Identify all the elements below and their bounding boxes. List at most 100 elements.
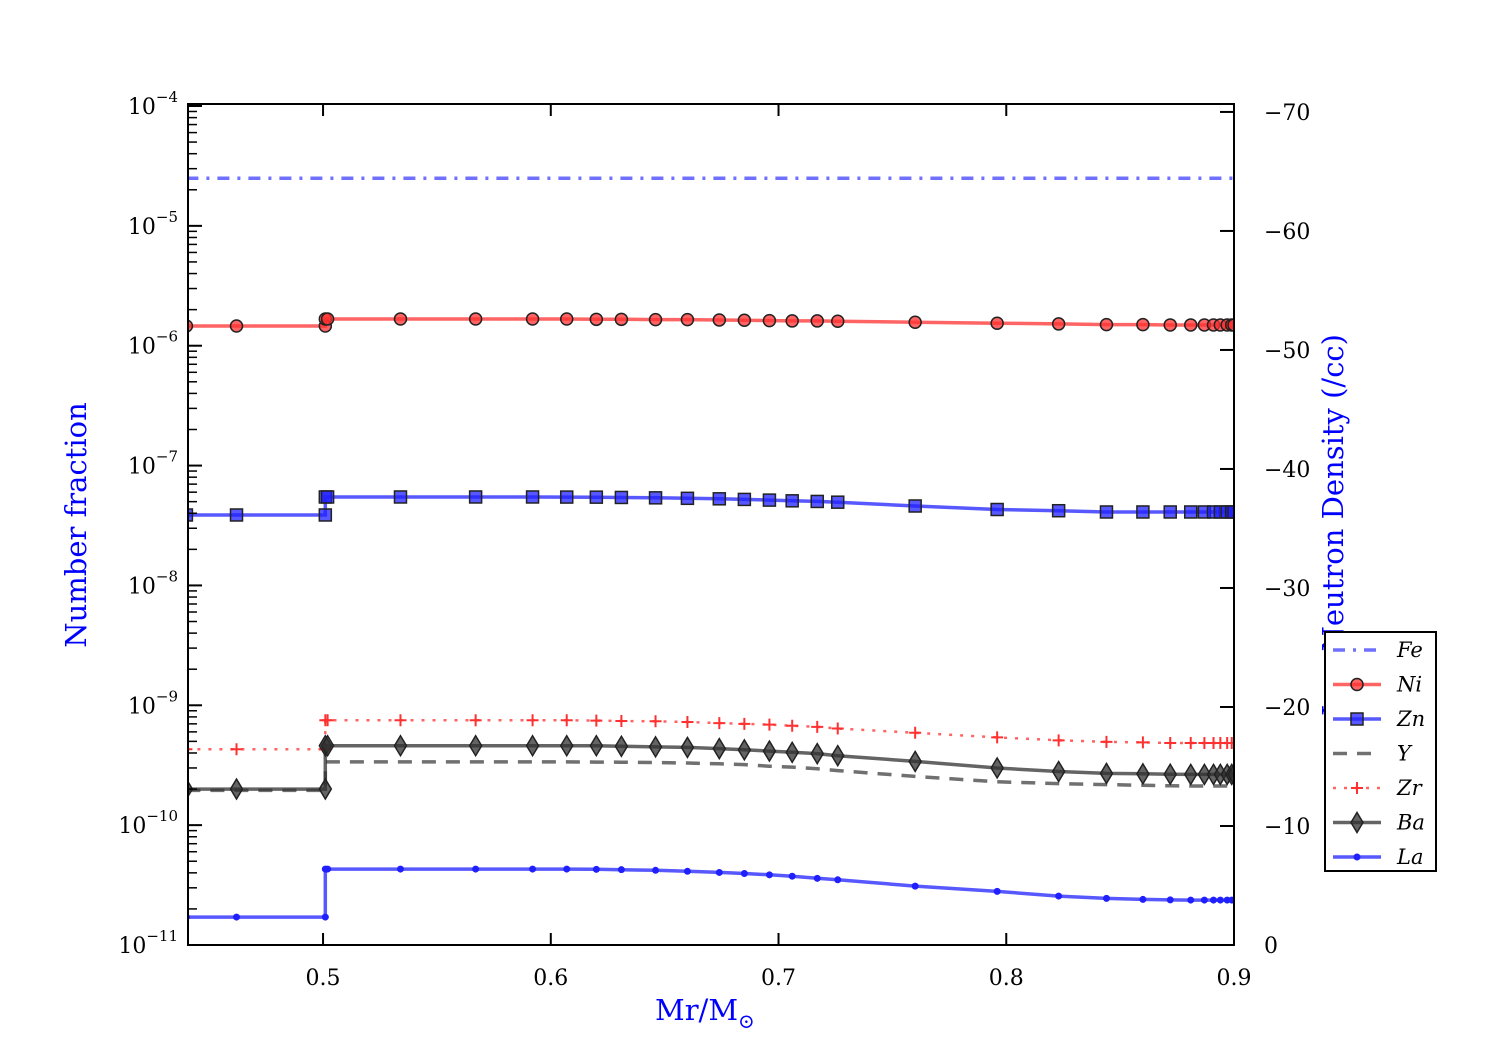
legend-marker bbox=[1351, 782, 1363, 794]
y-right-tick-label: −60 bbox=[1264, 220, 1310, 245]
plot-frame bbox=[187, 103, 1235, 946]
data-point-zn bbox=[785, 494, 799, 508]
data-point-ni bbox=[1136, 317, 1150, 332]
y-right-tick-label: −40 bbox=[1264, 458, 1310, 483]
data-point-ni bbox=[737, 313, 752, 328]
data-point-zr bbox=[615, 714, 628, 727]
data-point-ni bbox=[614, 312, 629, 327]
y-right-tick-label: −70 bbox=[1264, 101, 1310, 126]
data-point-zn bbox=[559, 490, 574, 504]
data-point-la bbox=[529, 865, 537, 873]
data-point-zn bbox=[762, 493, 777, 507]
data-point-zr bbox=[394, 714, 407, 727]
data-point-ba bbox=[468, 734, 483, 758]
data-point-la bbox=[652, 866, 660, 874]
data-point-la bbox=[813, 874, 821, 882]
data-point-ba bbox=[589, 734, 604, 758]
data-point-ni bbox=[990, 316, 1004, 330]
data-point-la bbox=[715, 868, 723, 876]
data-point-ba bbox=[762, 739, 777, 763]
y-tick-label: 10−11 bbox=[118, 927, 178, 959]
data-point-ba bbox=[318, 777, 333, 801]
data-point-zr bbox=[469, 714, 482, 727]
data-point-la bbox=[617, 866, 625, 874]
y-tick-label: 10−4 bbox=[128, 88, 178, 120]
x-tick-label: 0.5 bbox=[306, 966, 341, 991]
data-point-zr bbox=[590, 714, 603, 727]
data-point-la bbox=[740, 869, 748, 877]
legend-label: Ni bbox=[1396, 673, 1422, 697]
data-point-zn bbox=[188, 508, 194, 522]
data-point-ni bbox=[1163, 318, 1177, 332]
data-point-ni bbox=[1183, 318, 1198, 332]
data-point-zr bbox=[1184, 736, 1197, 749]
data-point-zr bbox=[811, 720, 824, 733]
data-point-ba bbox=[320, 734, 335, 758]
data-point-zn bbox=[648, 491, 663, 505]
series-zr bbox=[188, 714, 1234, 756]
data-point-ba bbox=[1099, 761, 1114, 785]
data-point-zr bbox=[1228, 736, 1234, 749]
data-point-zn bbox=[680, 491, 695, 506]
data-point-ba bbox=[680, 735, 695, 759]
data-point-ni bbox=[1227, 318, 1234, 332]
legend-label: Fe bbox=[1396, 638, 1423, 662]
series-line-ni bbox=[188, 317, 1234, 328]
legend-label: Ba bbox=[1396, 811, 1425, 835]
data-point-la bbox=[321, 913, 329, 921]
data-point-zn bbox=[990, 502, 1004, 517]
data-point-zn bbox=[589, 490, 604, 504]
data-point-la bbox=[788, 872, 796, 880]
data-point-zr bbox=[526, 714, 539, 727]
data-point-ni bbox=[1099, 317, 1114, 332]
y-right-tick-label: 0 bbox=[1264, 934, 1278, 959]
legend-label: La bbox=[1396, 845, 1423, 869]
data-point-ni bbox=[589, 312, 604, 327]
data-point-la bbox=[683, 867, 691, 875]
data-point-ba bbox=[614, 734, 629, 758]
data-point-la bbox=[592, 865, 600, 873]
x-tick-label: 0.7 bbox=[761, 966, 796, 991]
data-point-la bbox=[324, 865, 332, 873]
legend-item-zn: Zn bbox=[1333, 707, 1425, 731]
data-point-zn bbox=[229, 508, 244, 522]
data-point-la bbox=[911, 882, 919, 890]
legend-marker bbox=[1353, 853, 1361, 861]
data-point-ni bbox=[810, 314, 824, 328]
data-point-la bbox=[1210, 896, 1218, 904]
legend-marker bbox=[1350, 811, 1364, 834]
data-point-zn bbox=[1099, 505, 1114, 519]
x-tick-label: 0.6 bbox=[533, 966, 568, 991]
data-point-ba bbox=[785, 740, 800, 764]
series-line-y bbox=[188, 760, 1234, 793]
data-point-ba bbox=[1183, 762, 1198, 786]
series-la bbox=[188, 865, 1234, 921]
data-point-zr bbox=[321, 714, 334, 727]
series-zn bbox=[188, 490, 1234, 522]
y-right-tick-label: −10 bbox=[1264, 815, 1310, 840]
data-point-ni bbox=[680, 312, 695, 327]
data-point-zn bbox=[1227, 505, 1234, 519]
series-line-zn bbox=[188, 495, 1234, 517]
legend-label: Y bbox=[1397, 742, 1413, 766]
data-point-zn bbox=[468, 490, 483, 504]
legend: Fe Ni Zn Y Zr Ba La bbox=[1324, 631, 1437, 872]
data-point-ba bbox=[1051, 760, 1066, 784]
data-point-zr bbox=[560, 714, 573, 727]
data-point-zn bbox=[1183, 505, 1198, 519]
data-point-zn bbox=[830, 495, 845, 509]
y-tick-label: 10−9 bbox=[128, 687, 178, 719]
data-point-zr bbox=[188, 748, 193, 751]
data-point-ni bbox=[188, 319, 194, 333]
data-point-la bbox=[1200, 896, 1208, 904]
data-point-ba bbox=[737, 738, 752, 762]
data-point-ba bbox=[1197, 762, 1212, 786]
y-right-tick-label: −50 bbox=[1264, 339, 1310, 364]
data-point-zr bbox=[909, 726, 922, 739]
legend-item-fe: Fe bbox=[1333, 638, 1423, 662]
data-point-zr bbox=[230, 743, 243, 756]
y-tick-label: 10−5 bbox=[128, 208, 178, 240]
data-point-ba bbox=[648, 735, 663, 759]
data-point-la bbox=[1166, 896, 1174, 904]
